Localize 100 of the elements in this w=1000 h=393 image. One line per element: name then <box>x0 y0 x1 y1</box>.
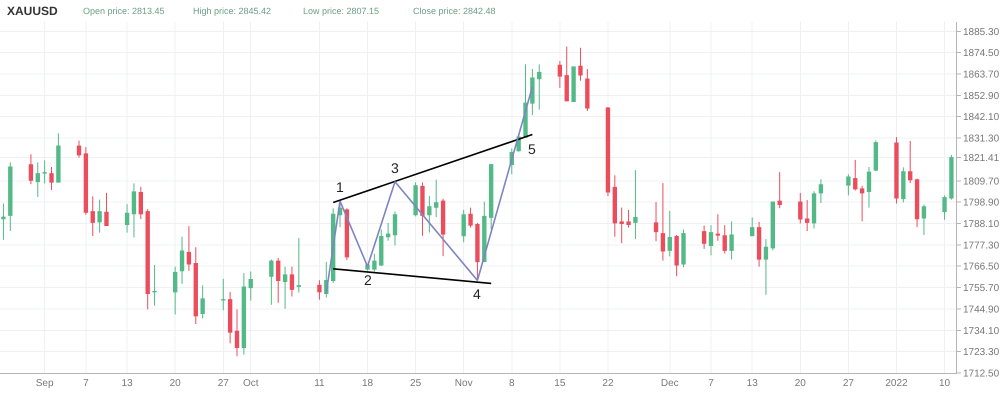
candlestick <box>90 196 95 236</box>
text: Open price: 2813.45 <box>83 6 165 16</box>
candlestick <box>138 186 144 220</box>
candlestick <box>537 64 542 110</box>
candlestick <box>660 182 666 262</box>
x-tick-label: 20 <box>794 378 806 389</box>
candlestick <box>152 264 157 306</box>
candlestick <box>922 204 926 236</box>
annotation: 2 <box>364 272 372 288</box>
candlestick <box>750 216 754 236</box>
candlestick <box>708 224 714 256</box>
text: Low price: 2807.15 <box>303 6 380 16</box>
candlestick <box>413 182 418 217</box>
candlestick <box>228 291 232 344</box>
x-tick-label: 7 <box>83 378 90 389</box>
candlestick <box>379 228 384 267</box>
candlestick <box>942 194 947 220</box>
x-tick-label: Sep <box>36 378 54 389</box>
candlestick <box>674 234 679 277</box>
candlestick <box>282 266 288 310</box>
annotation: 5 <box>528 141 536 157</box>
candlestick <box>344 208 350 261</box>
candlestick <box>475 222 480 280</box>
x-tick-label: 15 <box>554 378 566 389</box>
candlestick <box>104 192 109 226</box>
candlestick <box>764 238 768 296</box>
candlestick <box>846 174 851 196</box>
candlestick <box>804 200 810 232</box>
candlestick <box>914 178 920 228</box>
x-tick-label: Nov <box>454 378 473 389</box>
candlestick <box>633 170 638 240</box>
candlestick <box>468 207 473 228</box>
candlestick <box>180 236 184 284</box>
x-tick-label: 27 <box>842 378 854 389</box>
candlestick <box>756 221 762 268</box>
y-tick-label: 1885.30 <box>963 26 1000 38</box>
candlestick <box>812 190 816 229</box>
candlestick <box>194 246 198 324</box>
candlestick <box>818 178 824 204</box>
candlestick <box>558 60 562 88</box>
x-tick-label: 10 <box>938 378 951 389</box>
candlestick <box>908 140 912 184</box>
candlestick <box>716 214 720 242</box>
candlestick <box>901 166 906 204</box>
candlestick <box>488 163 494 230</box>
candlestick <box>372 253 377 272</box>
y-tick-label: 1788.10 <box>963 219 1000 230</box>
candlestick <box>186 226 192 272</box>
candlestick <box>729 220 734 260</box>
x-tick-label: 13 <box>746 378 758 389</box>
candlestick <box>290 266 294 297</box>
candlestick <box>1 203 6 240</box>
candlestick <box>49 166 54 190</box>
text: High price: 2845.42 <box>193 6 272 16</box>
candlestick <box>146 208 150 310</box>
candlestick <box>296 238 301 294</box>
candlestick <box>571 66 576 102</box>
candlestick <box>317 280 322 300</box>
candlestick <box>200 284 205 319</box>
candlestick <box>42 160 47 184</box>
candlestick <box>668 210 672 257</box>
candlestick <box>434 179 438 218</box>
candlestick <box>894 136 899 204</box>
x-tick-label: 18 <box>362 378 374 389</box>
x-tick-label: 22 <box>602 378 614 389</box>
candlestick <box>681 228 686 268</box>
candlestick <box>8 162 12 232</box>
candlestick <box>462 209 466 243</box>
candlestick <box>420 182 425 236</box>
candlestick <box>578 47 583 82</box>
annotation: 1 <box>336 179 344 195</box>
x-tick-label: Oct <box>242 378 259 389</box>
y-tick-label: 1712.50 <box>963 368 1000 380</box>
candlestick <box>778 172 782 209</box>
candlestick <box>564 46 569 102</box>
annotation: 4 <box>473 286 481 302</box>
candlestick <box>386 222 390 242</box>
candlestick <box>770 201 775 251</box>
y-tick-label: 1755.70 <box>963 283 1000 294</box>
annotation: 3 <box>391 160 399 176</box>
candlestick <box>132 182 136 238</box>
x-tick-label: 2022 <box>885 378 908 389</box>
x-tick-label: 20 <box>170 378 182 389</box>
candlestick <box>949 154 954 200</box>
x-tick-label: 25 <box>410 378 422 389</box>
candlestick <box>702 224 706 250</box>
candlestick <box>585 68 590 112</box>
y-tick-label: 1842.10 <box>963 112 1000 124</box>
candlestick <box>612 174 617 238</box>
y-tick-label: 1723.30 <box>963 347 1000 358</box>
candlestick <box>84 146 88 216</box>
candlestick <box>242 272 246 356</box>
y-tick-label: 1766.50 <box>963 262 1000 273</box>
candlestick <box>860 185 864 222</box>
candlestick <box>654 201 658 242</box>
x-tick-label: 27 <box>218 378 230 389</box>
candlestick <box>234 308 240 357</box>
candlestick <box>606 106 610 197</box>
candlestick <box>440 198 446 257</box>
y-tick-label: 1821.41 <box>963 153 1000 164</box>
